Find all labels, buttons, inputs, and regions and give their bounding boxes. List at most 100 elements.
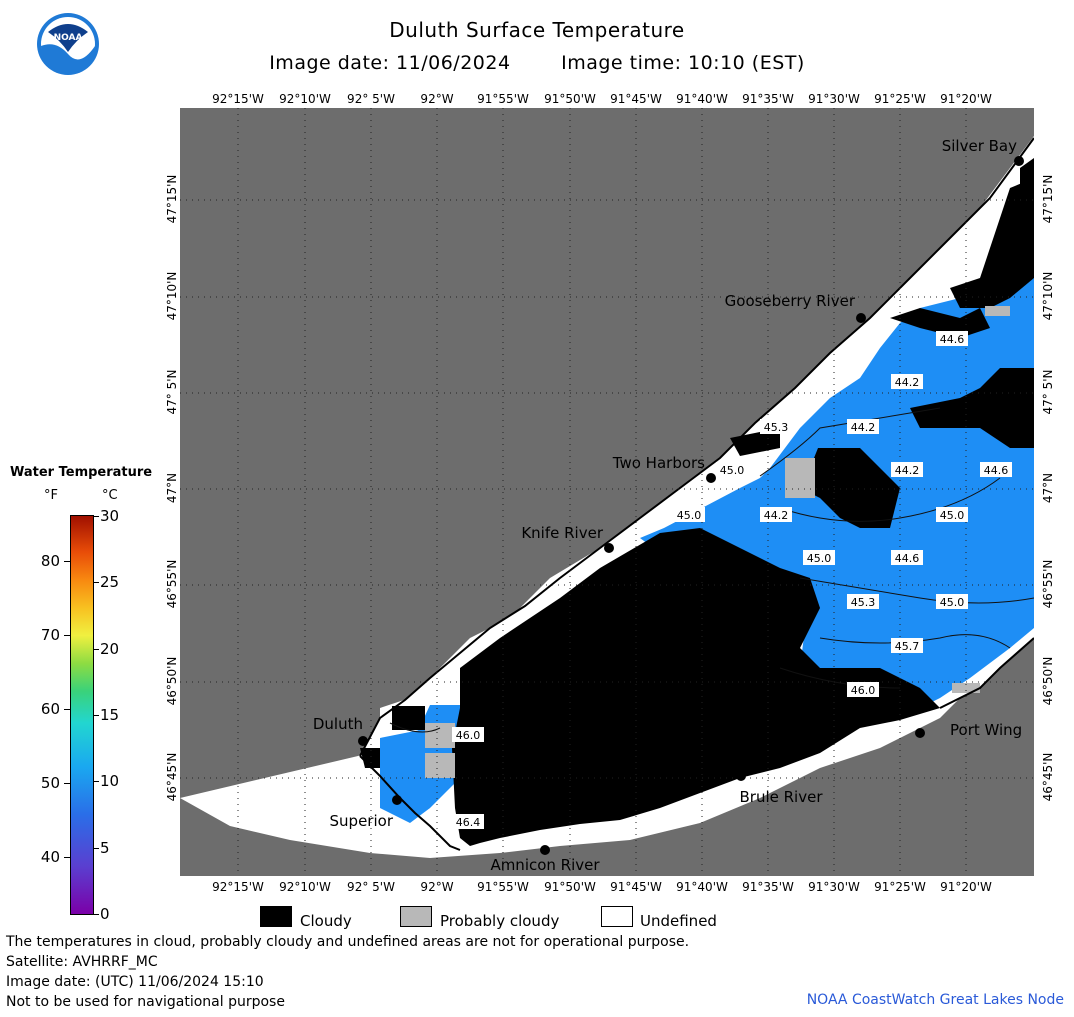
colorbar-tick-c: 5 [100, 838, 110, 857]
colorbar-tick-mark [93, 582, 99, 584]
longitude-label: 92°W [420, 92, 454, 106]
longitude-label: 91°55'W [477, 880, 529, 894]
svg-text:45.0: 45.0 [807, 552, 832, 565]
latitude-label: 46°50'N [1041, 656, 1055, 706]
temperature-colorbar [70, 515, 94, 915]
note-satellite: Satellite: AVHRRF_MC [6, 954, 158, 970]
colorbar-tick-mark [93, 648, 99, 650]
note-navigation: Not to be used for navigational purpose [6, 994, 285, 1010]
legend-undefined-swatch [601, 906, 633, 927]
colorbar-tick-c: 25 [100, 573, 120, 592]
place-dot [540, 845, 550, 855]
latitude-label: 46°50'N [165, 656, 179, 706]
longitude-label: 91°40'W [676, 880, 728, 894]
legend-probably-cloudy-label: Probably cloudy [440, 912, 560, 930]
longitude-label: 92° 5'W [347, 880, 395, 894]
longitude-label: 91°25'W [874, 880, 926, 894]
shoreline-south [359, 755, 461, 851]
longitude-label: 91°40'W [676, 92, 728, 106]
svg-text:45.0: 45.0 [720, 464, 745, 477]
place-label: Superior [330, 812, 394, 830]
colorbar-tick-mark [93, 715, 99, 716]
temperature-label: 44.2 [847, 419, 879, 434]
noaa-logo-icon: NOAA [36, 12, 100, 76]
place-label: Duluth [313, 715, 363, 733]
longitude-label: 92° 5'W [347, 92, 395, 106]
colorbar-tick-mark [64, 709, 70, 710]
place-label: Port Wing [950, 721, 1022, 739]
colorbar-tick-mark [93, 516, 99, 517]
place-dot [736, 771, 746, 781]
longitude-label: 91°30'W [808, 92, 860, 106]
longitude-label: 91°35'W [742, 880, 794, 894]
colorbar-tick-c: 20 [100, 639, 120, 658]
page-title: Duluth Surface Temperature [389, 18, 685, 42]
svg-text:45.7: 45.7 [895, 640, 920, 653]
longitude-label: 91°50'W [544, 92, 596, 106]
legend-probably-cloudy-swatch [400, 906, 432, 927]
temperature-label: 45.0 [673, 507, 705, 522]
longitude-label: 91°35'W [742, 92, 794, 106]
temperature-map[interactable]: 44.6 44.2 45.3 44.2 45.0 44.2 44.6 45.0 44.2 45.0… [180, 108, 1034, 876]
svg-text:45.3: 45.3 [851, 596, 876, 609]
colorbar-tick-c: 10 [100, 772, 120, 791]
graticule [180, 108, 1034, 876]
latitude-label: 47° 5'N [165, 369, 179, 415]
temperature-label: 45.0 [936, 507, 968, 522]
latitude-label: 47°10'N [165, 271, 179, 321]
colorbar-tick-mark [93, 847, 99, 849]
latitude-label: 47°N [1041, 472, 1055, 504]
legend-cloudy-label: Cloudy [300, 912, 352, 930]
latitude-label: 47° 5'N [1041, 369, 1055, 415]
longitude-label: 91°50'W [544, 880, 596, 894]
colorbar-tick-f: 60 [40, 700, 60, 718]
svg-text:44.6: 44.6 [940, 333, 965, 346]
longitude-label: 91°30'W [808, 880, 860, 894]
place-label: Two Harbors [612, 454, 705, 472]
svg-text:45.0: 45.0 [677, 509, 702, 522]
place-dot [392, 795, 402, 805]
colorbar-tick-mark [64, 635, 70, 636]
latitude-label: 46°55'N [165, 559, 179, 609]
place-label: Knife River [521, 524, 603, 542]
colorbar-tick-f: 40 [40, 848, 60, 866]
temperature-label: 46.0 [452, 727, 484, 742]
colorbar-tick-c: 15 [100, 706, 120, 724]
longitude-label: 92°15'W [212, 880, 264, 894]
longitude-label: 91°45'W [610, 92, 662, 106]
longitude-label: 91°45'W [610, 880, 662, 894]
temperature-label: 45.0 [803, 550, 835, 565]
colorbar-tick-c: 30 [100, 507, 120, 525]
svg-text:46.0: 46.0 [851, 684, 876, 697]
longitude-label: 91°55'W [477, 92, 529, 106]
place-dot [604, 543, 614, 553]
note-disclaimer: The temperatures in cloud, probably clou… [6, 934, 690, 950]
colorbar-tick-mark [64, 857, 70, 858]
longitude-label: 92°10'W [279, 92, 331, 106]
longitude-label: 91°20'W [940, 880, 992, 894]
place-dot [1014, 156, 1024, 166]
colorbar-tick-f: 80 [40, 552, 60, 570]
temperature-label: 44.2 [891, 462, 923, 477]
legend-undefined-label: Undefined [640, 912, 717, 930]
svg-text:46.4: 46.4 [456, 816, 481, 829]
temperature-label: 45.7 [891, 638, 923, 653]
latitude-label: 46°55'N [1041, 559, 1055, 609]
place-label: Amnicon River [490, 856, 600, 874]
temperature-label: 45.0 [716, 462, 748, 477]
latitude-label: 46°45'N [165, 752, 179, 802]
credit-link[interactable]: NOAA CoastWatch Great Lakes Node [806, 992, 1064, 1008]
longitude-label: 91°25'W [874, 92, 926, 106]
isotherm-contours [389, 407, 1034, 733]
place-dot [706, 473, 716, 483]
legend-unit-f: °F [44, 488, 58, 503]
temperature-label: 46.4 [452, 814, 484, 829]
colorbar-tick-c: 0 [100, 905, 110, 923]
place-dot [856, 313, 866, 323]
temperature-label: 44.6 [891, 550, 923, 565]
temperature-label: 45.3 [847, 594, 879, 609]
place-markers: Silver Bay Gooseberry River Two Harbors Kni… [313, 137, 1024, 874]
image-time: Image time: 10:10 (EST) [561, 52, 805, 74]
temperature-label: 44.6 [936, 331, 968, 346]
probably-cloudy-area [425, 306, 1010, 778]
